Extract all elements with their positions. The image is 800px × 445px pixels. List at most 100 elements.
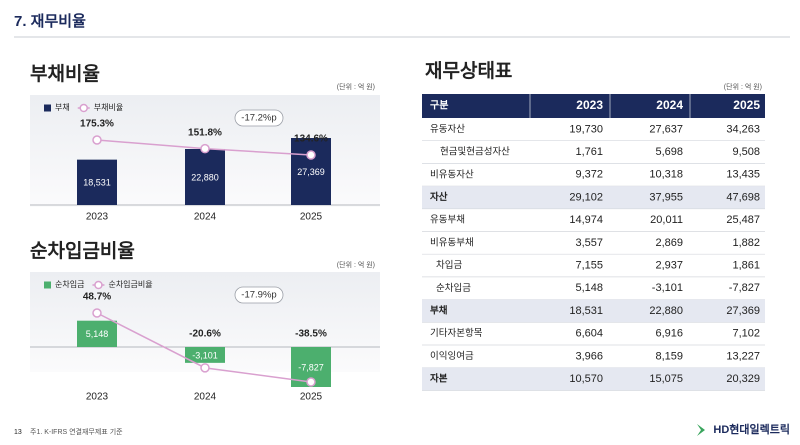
table-row-label: 자산: [430, 191, 448, 203]
table-cell: -7,827: [729, 282, 760, 294]
table-cell: 3,966: [575, 350, 603, 362]
logo: HD현대일렉트릭: [713, 422, 790, 436]
annotation: -17.2%p: [241, 113, 276, 124]
table-cell: 37,955: [649, 191, 683, 203]
legend-marker: [94, 280, 103, 290]
x-tick-label: 2024: [194, 212, 217, 223]
table-cell: 1,761: [575, 146, 603, 158]
table-cell: 2,937: [655, 259, 683, 271]
table-cell: 13,227: [726, 350, 760, 362]
annotation: -17.9%p: [241, 290, 276, 301]
legend-swatch: [44, 281, 51, 289]
table-cell: 5,148: [575, 282, 603, 294]
table-cell: 19,730: [569, 123, 603, 135]
table-cell: 6,604: [575, 328, 603, 340]
bar-value-label: 18,531: [83, 178, 111, 188]
table-cell: 9,508: [732, 146, 760, 158]
table-row-label: 비유동자산: [430, 169, 474, 180]
table-cell: 13,435: [726, 169, 760, 181]
ratio-marker: [306, 377, 316, 387]
bar: [185, 148, 225, 205]
table-cell: 25,487: [726, 214, 760, 226]
bar: [185, 347, 225, 363]
logo-mark: [697, 424, 705, 436]
legend-label: 순차입금비율: [108, 280, 152, 289]
legend-label: 순차입금: [55, 280, 84, 289]
table-cell: 7,102: [732, 328, 760, 340]
ratio-marker: [92, 135, 102, 145]
table-row-highlight: [422, 186, 765, 209]
x-tick-label: 2025: [300, 212, 323, 223]
table-cell: 27,369: [726, 305, 760, 317]
ratio-marker: [200, 143, 210, 154]
table-cell: 18,531: [569, 305, 603, 317]
table-cell: 27,637: [649, 123, 683, 135]
table-cell: 29,102: [569, 191, 603, 203]
table-cell: 9,372: [575, 169, 603, 181]
table-row-label: 차입금: [436, 259, 462, 271]
bar: [291, 138, 331, 205]
table-cell: 7,155: [575, 259, 603, 271]
table-row-label: 유동자산: [430, 124, 465, 135]
table-cell: -3,101: [652, 282, 683, 294]
legend-marker: [79, 103, 88, 113]
bar-value-label: 22,880: [191, 172, 219, 182]
annotation-box: [234, 286, 284, 304]
ratio-marker: [306, 150, 316, 160]
table-cell: 3,557: [575, 237, 603, 249]
ratio-value-label: 151.8%: [188, 127, 222, 138]
ratio-value-label: 134.6%: [294, 134, 328, 145]
x-tick-label: 2024: [194, 392, 217, 403]
ratio-value-label: -20.6%: [189, 329, 221, 340]
table-cell: 20,329: [726, 373, 760, 385]
unit-label: (단위 : 억 원): [337, 82, 375, 91]
table-row-label: 현금및현금성자산: [440, 146, 510, 158]
x-tick-label: 2023: [86, 212, 109, 223]
page-number: 13: [14, 429, 22, 436]
ratio-value-label: 48.7%: [83, 292, 111, 303]
chart-title: 순차입금비율: [30, 240, 135, 262]
table-header-cell: 구분: [430, 100, 448, 112]
bar-value-label: 27,369: [297, 167, 325, 177]
table-cell: 8,159: [655, 350, 683, 362]
unit-label: (단위 : 억 원): [724, 82, 762, 91]
legend-label: 부채: [55, 102, 70, 112]
page-title: 7. 재무비율: [14, 13, 86, 30]
table-cell: 5,698: [655, 146, 683, 158]
annotation-box: [234, 109, 284, 127]
table-row-label: 기타자본항목: [430, 328, 483, 339]
x-tick-label: 2025: [300, 392, 323, 403]
table-row-label: 유동부채: [430, 215, 465, 226]
table-cell: 2,869: [655, 237, 683, 249]
table-row-label: 비유동부채: [430, 237, 474, 248]
chart-title: 부채비율: [30, 63, 100, 85]
table-cell: 1,882: [732, 237, 760, 249]
bar: [77, 159, 117, 205]
ratio-marker: [92, 308, 102, 318]
table-row-highlight: [422, 299, 765, 323]
table-cell: 10,570: [569, 373, 603, 385]
table-cell: 10,318: [649, 169, 683, 181]
ratio-marker: [200, 363, 210, 373]
table-cell: 15,075: [649, 373, 683, 385]
table-cell: 20,011: [650, 214, 683, 226]
table-cell: 47,698: [726, 191, 760, 203]
bar-value-label: 5,148: [86, 329, 109, 339]
table-row-label: 자본: [430, 373, 448, 385]
table-header-cell: 2023: [576, 98, 603, 112]
table-header-cell: 2024: [656, 98, 683, 112]
ratio-value-label: -38.5%: [295, 329, 327, 340]
ratio-value-label: 175.3%: [80, 119, 114, 130]
footnote: 주1. K-IFRS 연결재무제표 기준: [30, 427, 123, 436]
x-tick-label: 2023: [86, 392, 109, 403]
table-cell: 14,974: [569, 214, 603, 226]
table-header-cell: 2025: [733, 98, 760, 112]
bar-value-label: -7,827: [298, 362, 324, 372]
table-row-label: 이익잉여금: [430, 350, 474, 362]
table-cell: 34,263: [726, 123, 760, 135]
table-cell: 1,861: [732, 259, 760, 271]
bar: [77, 320, 117, 347]
table-cell: 6,916: [655, 328, 683, 340]
table-cell: 22,880: [649, 305, 683, 317]
